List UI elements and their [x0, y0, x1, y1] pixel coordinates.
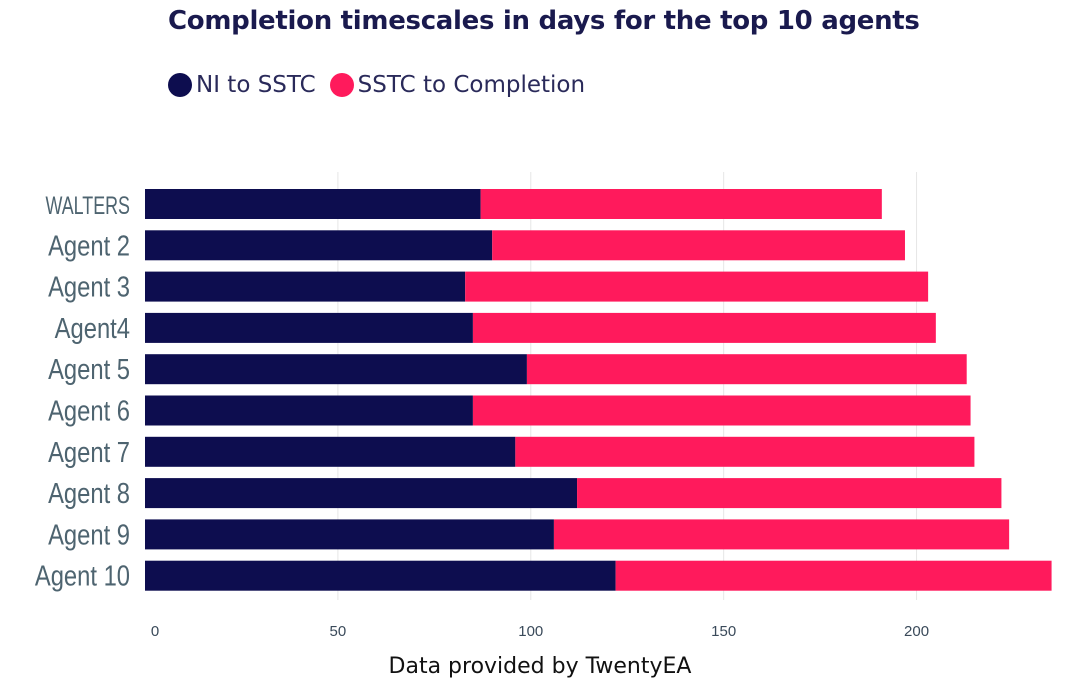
x-tick-label-100: 100 [518, 623, 543, 640]
legend-item-ni-to-sstc: NI to SSTC [168, 72, 316, 98]
legend: NI to SSTC SSTC to Completion [168, 72, 599, 98]
category-label-agent-7: Agent 7 [48, 436, 130, 469]
bar-ni-to-sstc-walters [145, 189, 481, 219]
bar-ni-to-sstc-agent-10 [145, 560, 616, 591]
category-label-agent-2: Agent 2 [48, 229, 130, 262]
bar-sstc-to-completion-agent-8 [577, 478, 1002, 509]
bar-ni-to-sstc-agent4 [145, 312, 473, 343]
bar-sstc-to-completion-agent-2 [492, 230, 905, 261]
data-source-footer: Data provided by TwentyEA [388, 654, 692, 679]
bar-sstc-to-completion-agent-3 [465, 271, 929, 302]
category-label-agent-3: Agent 3 [48, 270, 130, 303]
legend-swatch-ni-to-sstc [168, 73, 192, 97]
bar-ni-to-sstc-agent-6 [145, 395, 473, 426]
category-label-agent-8: Agent 8 [48, 477, 130, 510]
chart-title: Completion timescales in days for the to… [168, 6, 920, 36]
bar-ni-to-sstc-agent-8 [145, 478, 578, 509]
bar-ni-to-sstc-agent-9 [145, 519, 554, 550]
legend-item-sstc-to-completion: SSTC to Completion [329, 72, 586, 98]
bar-sstc-to-completion-agent-10 [615, 560, 1052, 591]
legend-swatch-sstc-to-completion [329, 73, 354, 97]
bar-ni-to-sstc-agent-2 [145, 230, 493, 261]
category-label-agent-10: Agent 10 [35, 559, 130, 592]
bar-sstc-to-completion-agent-6 [472, 395, 971, 426]
bar-sstc-to-completion-agent4 [472, 312, 936, 343]
category-label-agent-5: Agent 5 [48, 353, 130, 386]
x-tick-label-50: 50 [330, 623, 347, 640]
bar-sstc-to-completion-agent-9 [553, 519, 1010, 550]
category-label-agent-9: Agent 9 [48, 518, 130, 551]
bar-sstc-to-completion-walters [480, 189, 882, 219]
x-tick-label-200: 200 [904, 623, 929, 640]
legend-label-sstc-to-completion: SSTC to Completion [357, 72, 586, 98]
category-label-walters: WALTERS [46, 192, 130, 220]
bar-sstc-to-completion-agent-7 [515, 436, 975, 467]
x-tick-label-150: 150 [711, 623, 736, 640]
x-tick-label-0: 0 [151, 623, 159, 640]
bar-ni-to-sstc-agent-7 [145, 436, 516, 467]
category-label-agent-6: Agent 6 [48, 394, 130, 427]
bar-ni-to-sstc-agent-5 [145, 354, 527, 385]
legend-label-ni-to-sstc: NI to SSTC [196, 72, 316, 98]
bar-sstc-to-completion-agent-5 [526, 354, 967, 385]
bar-ni-to-sstc-agent-3 [145, 271, 466, 302]
category-label-agent4: Agent4 [55, 312, 130, 345]
